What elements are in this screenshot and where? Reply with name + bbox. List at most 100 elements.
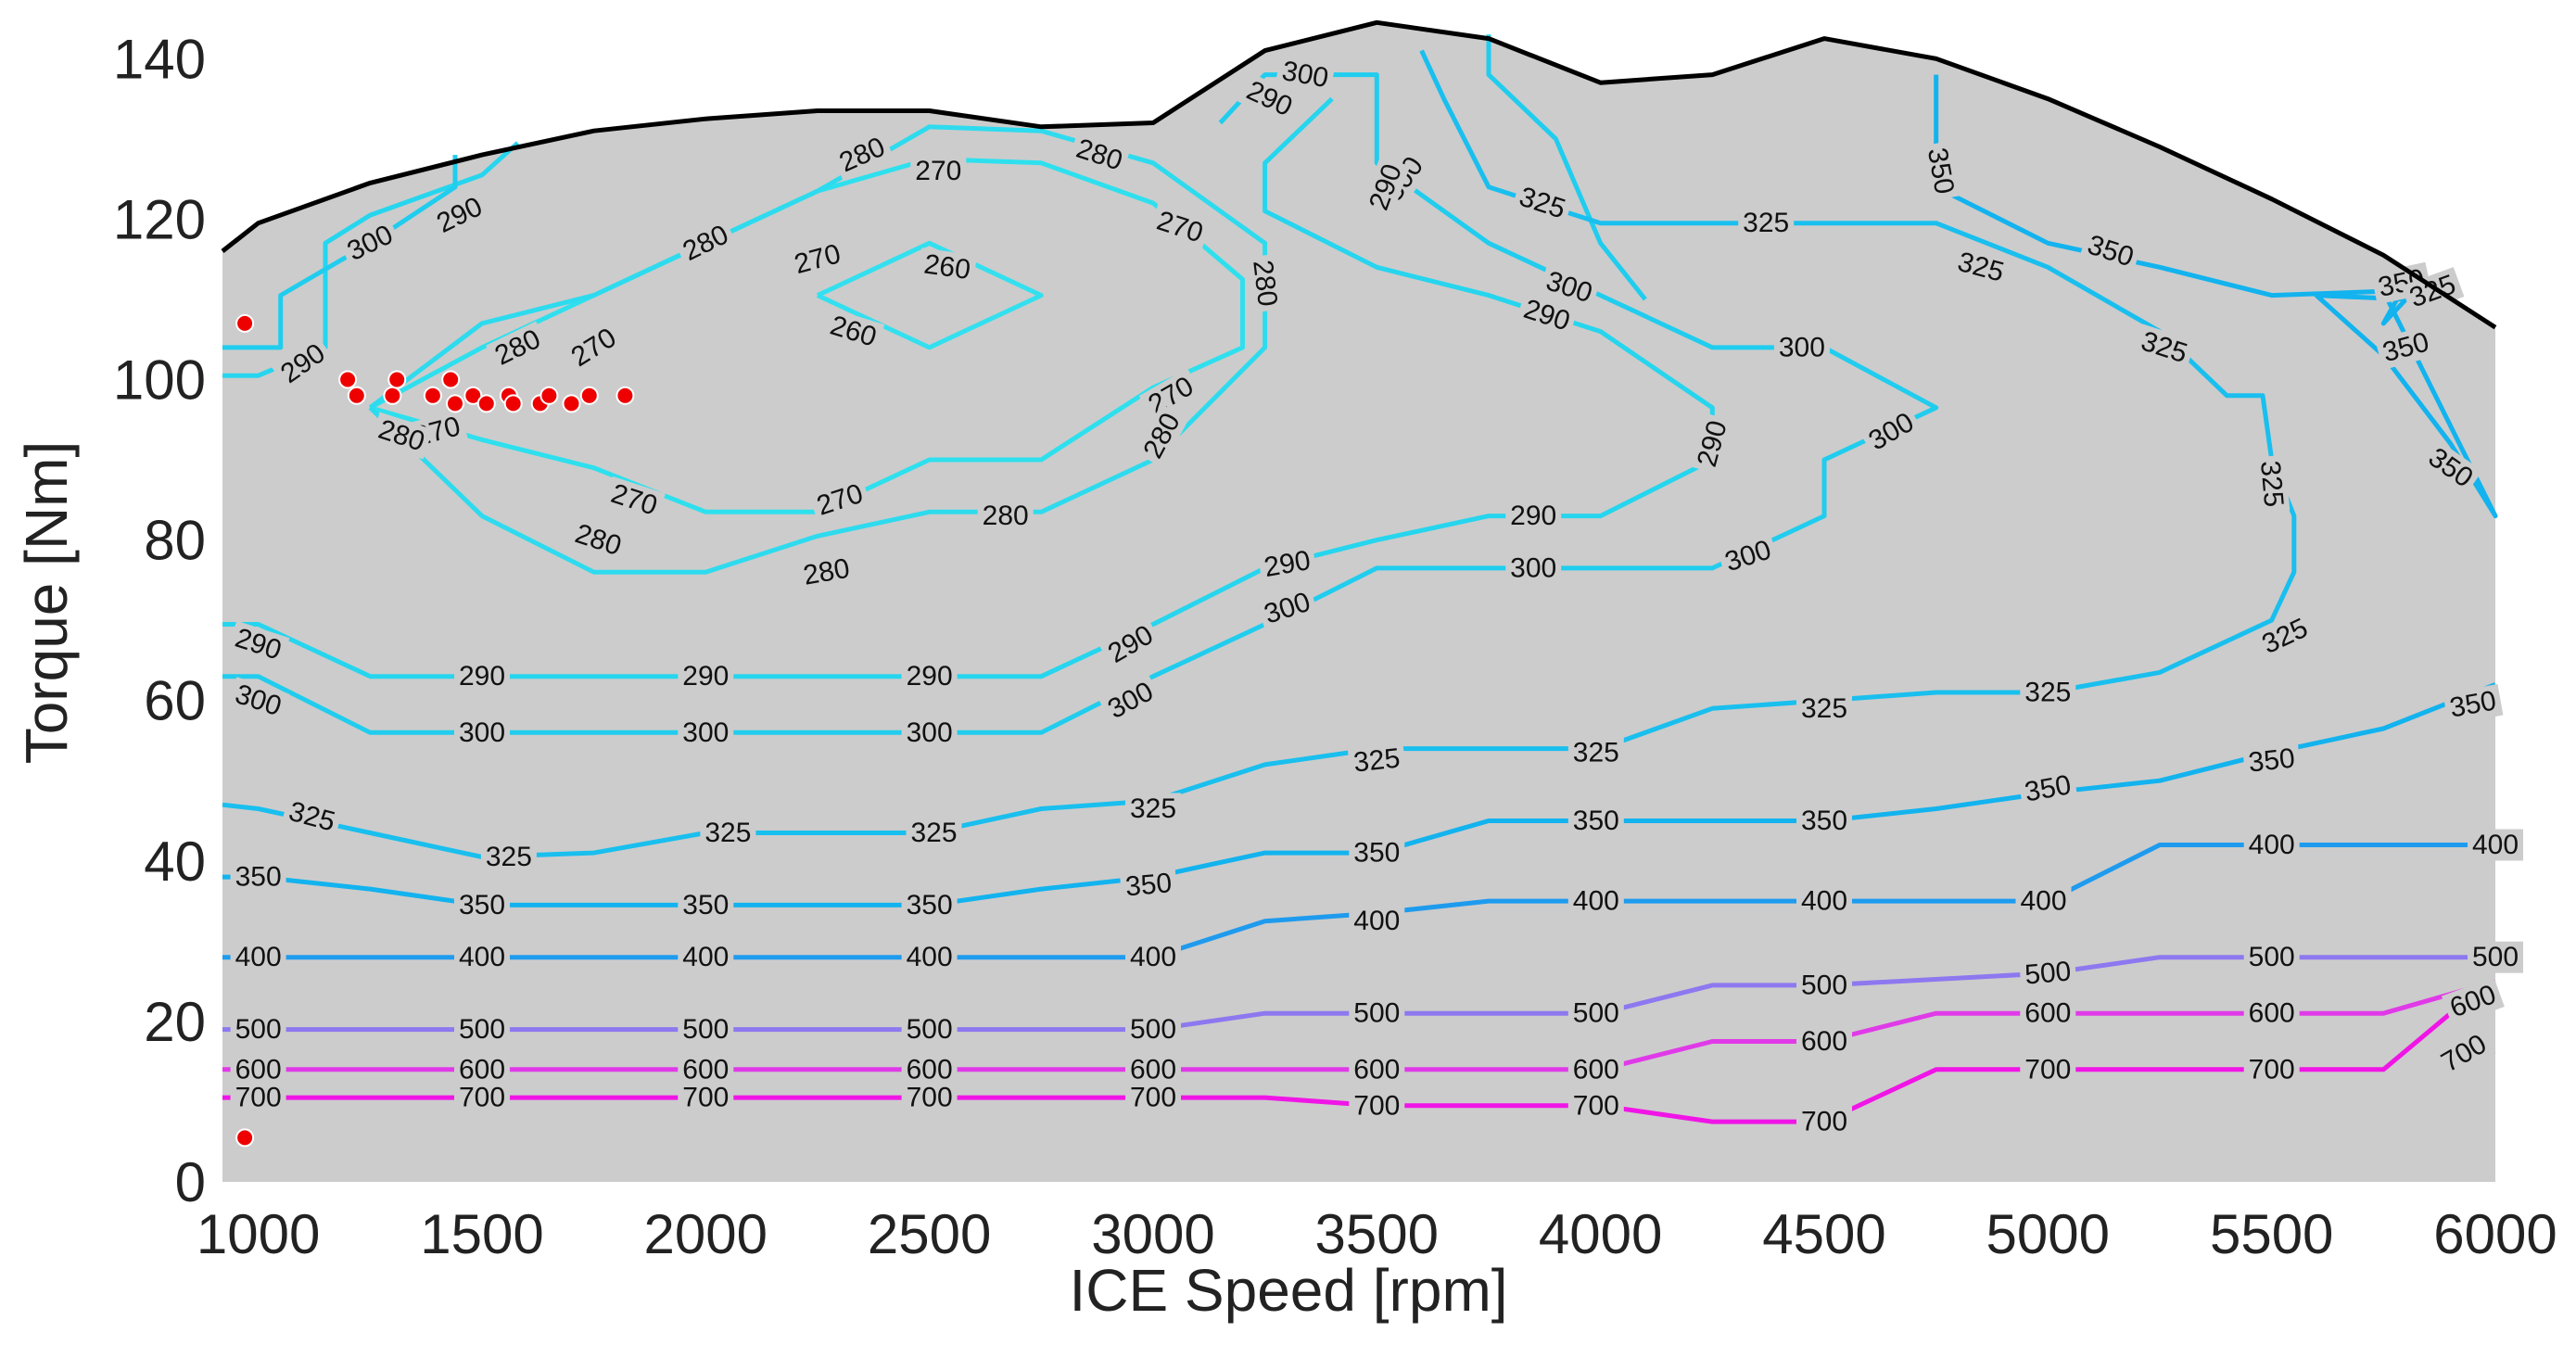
contour-label-bg <box>1347 742 1406 780</box>
contour-label-bg <box>566 516 630 565</box>
contour-label-bg <box>2018 955 2077 992</box>
contour-label-text: 700 <box>1130 1083 1176 1113</box>
contour-label: 280 <box>796 552 857 593</box>
contour-label: 700 <box>1125 1082 1181 1114</box>
contour-label-bg <box>2133 324 2196 372</box>
contour-label-text: 700 <box>2024 1054 2071 1085</box>
contour-label: 500 <box>678 1013 734 1046</box>
contour-line-290 <box>222 96 1715 679</box>
contour-line-300 <box>1486 34 1647 301</box>
contour-label-text: 500 <box>2249 942 2295 972</box>
contour-label-bg <box>2020 677 2076 708</box>
contour-label-text: 500 <box>682 1014 729 1045</box>
contour-label-text: 325 <box>1801 693 1847 724</box>
contour-label: 300 <box>901 717 958 749</box>
contour-label: 700 <box>2020 1053 2076 1085</box>
contour-label-bg <box>1796 692 1852 725</box>
contour-label-bg <box>1148 203 1212 251</box>
contour-label: 700 <box>2243 1053 2300 1085</box>
contour-label: 300 <box>678 717 734 749</box>
contour-label-bg <box>1246 253 1285 313</box>
contour-label-text: 270 <box>915 156 961 186</box>
contour-label-text: 300 <box>907 717 953 748</box>
contour-label-bg <box>1538 263 1601 311</box>
operating-point <box>579 386 599 405</box>
contour-label-text: 600 <box>1801 1026 1847 1057</box>
contour-label-bg <box>370 412 433 460</box>
contour-label-bg <box>2441 977 2505 1026</box>
contour-label-bg <box>1717 532 1780 580</box>
contour-label: 600 <box>230 1053 286 1085</box>
contour-label-bg <box>1125 1053 1181 1085</box>
contour-label: 600 <box>1349 1053 1405 1085</box>
contour-label-text: 500 <box>2472 942 2519 972</box>
contour-label-text: 290 <box>907 661 953 692</box>
contour-line-325 <box>222 49 2297 859</box>
operating-point <box>347 386 366 405</box>
contour-label-bg <box>2252 610 2317 663</box>
contour-label-text: 500 <box>907 1014 953 1045</box>
contour-label-bg <box>786 236 849 282</box>
contour-label-bg <box>2243 997 2300 1030</box>
contour-label-text: 260 <box>922 248 972 285</box>
contour-line-290 <box>222 141 520 378</box>
contour-label-bg <box>230 1082 286 1114</box>
contour-label-text: 400 <box>907 942 953 972</box>
contour-label: 350 <box>1349 837 1405 869</box>
contour-label-text: 325 <box>704 818 751 848</box>
contour-label-text: 400 <box>459 942 505 972</box>
contour-label-bg <box>230 861 286 894</box>
contour-label-text: 400 <box>2020 886 2066 917</box>
contour-label-bg <box>678 1082 734 1114</box>
contour-label-bg <box>271 335 336 393</box>
contour-label-text: 350 <box>1801 806 1847 836</box>
contour-label: 700 <box>678 1082 734 1114</box>
contour-label-bg <box>678 1013 734 1046</box>
contour-label-bg <box>678 660 734 692</box>
contour-label-text: 500 <box>1573 998 1619 1029</box>
contour-label-text: 290 <box>682 661 729 692</box>
contour-label: 400 <box>2015 885 2072 918</box>
max-torque-curve <box>221 19 2497 330</box>
contour-label: 325 <box>480 841 537 873</box>
contour-label-text: 350 <box>1573 806 1619 836</box>
contour-label-text: 600 <box>907 1054 953 1085</box>
y-tick-label: 0 <box>175 1151 206 1213</box>
contour-label-bg <box>1125 1013 1181 1046</box>
contour-label-bg <box>1773 331 1830 363</box>
contour-label-text: 280 <box>983 501 1029 531</box>
operating-point <box>476 394 496 413</box>
y-axis-ticks: 0 20 40 60 80 100 120 140 <box>113 28 206 1213</box>
contour-label-text: 290 <box>459 661 505 692</box>
contour-label: 325 <box>700 817 756 849</box>
contour-label-text: 500 <box>2024 956 2073 990</box>
contour-label-bg <box>2375 324 2437 371</box>
contour-label-bg <box>1125 941 1181 973</box>
contour-label-bg <box>1349 905 1405 937</box>
contour-label: 500 <box>230 1013 286 1046</box>
contour-label: 600 <box>1796 1025 1852 1058</box>
contour-label-text: 500 <box>1130 1014 1176 1045</box>
contour-label-text: 325 <box>1352 743 1402 779</box>
contour-label-bg <box>2020 1053 2076 1085</box>
contour-label-bg <box>2431 1025 2496 1082</box>
contour-label: 600 <box>678 1053 734 1085</box>
contour-label: 290 <box>454 660 510 692</box>
contour-label: 325 <box>906 817 962 849</box>
contour-label-text: 290 <box>1510 501 1556 531</box>
x-axis-ticks: 1000 1500 2000 2500 3000 3500 4000 4500 5000 5500… <box>197 1203 2557 1265</box>
contour-label: 280 <box>1246 253 1285 313</box>
contour-label-bg <box>1135 403 1189 468</box>
contour-label-text: 350 <box>907 890 953 920</box>
contour-label: 500 <box>454 1013 510 1046</box>
operating-point <box>539 386 559 405</box>
contour-label-text: 600 <box>682 1054 729 1085</box>
contour-label-text: 600 <box>1573 1054 1619 1085</box>
contour-label-bg <box>2243 829 2300 861</box>
contour-label-text: 350 <box>1353 838 1400 869</box>
contour-label: 350 <box>2443 684 2504 725</box>
contour-label-bg <box>454 941 510 973</box>
contour-label-text: 700 <box>1801 1107 1847 1137</box>
